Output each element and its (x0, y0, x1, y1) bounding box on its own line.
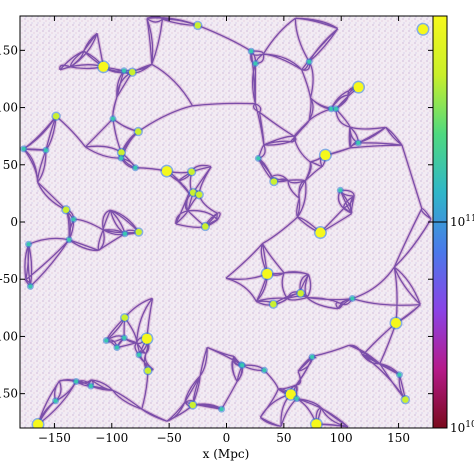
x-tick-label-1: −100 (95, 431, 128, 445)
halo (294, 396, 299, 401)
halo (119, 156, 124, 161)
x-tick-label-2: −50 (156, 431, 181, 445)
halo (62, 206, 70, 213)
halo (195, 191, 203, 198)
x-tick-label-5: 100 (330, 431, 353, 445)
colorbar: 1011 1010 (432, 15, 474, 435)
halo (136, 352, 141, 357)
halo (240, 363, 245, 368)
halo (333, 106, 338, 111)
halo (122, 68, 127, 73)
x-axis: −150 −100 −50 0 50 100 150 (38, 16, 410, 445)
colorbar-tick-label-1: 1010 (450, 420, 474, 435)
halo (144, 367, 152, 374)
halo (33, 419, 44, 428)
y-tick-label-6: 150 (0, 43, 18, 57)
halo (219, 407, 224, 412)
halo (67, 237, 72, 242)
halo (122, 231, 127, 236)
y-axis: -150 -100 -50 0 50 100 150 (0, 43, 433, 401)
halo (189, 401, 196, 409)
y-tick-label-5: 100 (0, 101, 18, 115)
x-tick-label-4: 50 (276, 431, 291, 445)
colorbar-tick-label-0: 1011 (450, 214, 474, 229)
halo (135, 128, 142, 135)
halo (52, 113, 60, 120)
halo (270, 178, 278, 185)
halo (320, 150, 331, 161)
halo (122, 335, 127, 340)
halo (390, 318, 401, 329)
halo (114, 345, 119, 350)
halo (129, 68, 136, 76)
halo (71, 217, 76, 222)
halo (270, 300, 277, 308)
halo (133, 165, 138, 170)
x-tick-label-0: −150 (38, 431, 71, 445)
halo (21, 146, 26, 151)
halo (253, 61, 258, 66)
halo (43, 148, 48, 153)
plot-area (19, 15, 434, 429)
halo (285, 389, 296, 400)
halo (417, 24, 428, 35)
halo (262, 268, 273, 279)
y-tick-label-2: -50 (0, 272, 18, 286)
halo (262, 368, 267, 373)
halo (402, 396, 409, 403)
halo (315, 227, 326, 238)
halo (297, 290, 304, 297)
halo (249, 49, 254, 54)
halo (110, 116, 115, 121)
halo (26, 242, 31, 247)
halo-markers (20, 20, 430, 428)
filament-network (22, 16, 433, 428)
halo (329, 106, 334, 111)
halo (135, 228, 142, 236)
halo (356, 140, 361, 145)
halo (118, 149, 125, 156)
x-tick-label-6: 150 (387, 431, 410, 445)
halo (338, 188, 343, 193)
halo (161, 166, 172, 177)
halo (194, 22, 202, 29)
halo (397, 372, 402, 377)
filament-lines (23, 16, 432, 428)
y-tick-label-3: 0 (10, 215, 18, 229)
halo (141, 333, 152, 344)
halo (53, 398, 58, 403)
halo (310, 354, 315, 359)
y-tick-label-4: 50 (3, 158, 18, 172)
halo (188, 168, 195, 175)
y-tick-label-1: -100 (0, 329, 18, 343)
halo (104, 338, 109, 343)
halo (350, 296, 355, 301)
colorbar-ticks: 1011 1010 (433, 214, 474, 435)
halo (353, 82, 364, 93)
y-tick-label-0: -150 (0, 387, 18, 401)
halo (202, 223, 209, 230)
halo (121, 314, 128, 321)
halo (98, 61, 109, 72)
halo (307, 59, 312, 64)
x-tick-label-3: 0 (223, 431, 231, 445)
halo (256, 156, 261, 161)
halo (74, 379, 79, 384)
x-axis-label: x (Mpc) (203, 447, 250, 461)
halo (88, 384, 93, 389)
halo (28, 284, 33, 289)
halo (311, 419, 322, 428)
